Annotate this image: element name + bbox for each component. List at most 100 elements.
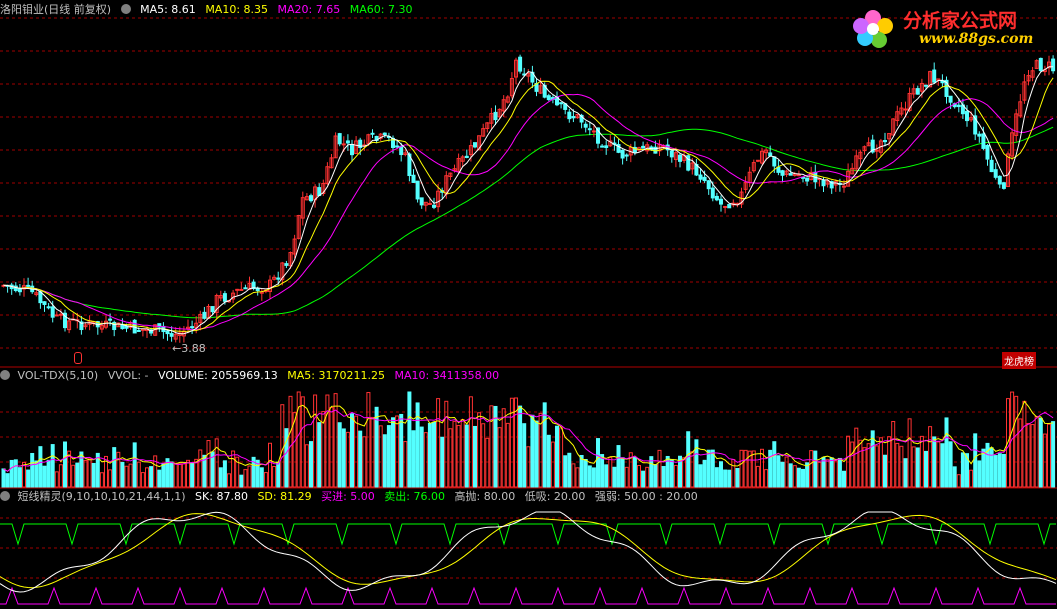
candle-body <box>190 326 195 329</box>
settings-icon[interactable] <box>0 370 10 380</box>
candle-body <box>366 134 371 144</box>
volume-bar <box>288 395 293 488</box>
buy-value: 买进: 5.00 <box>321 490 375 503</box>
volume-bar <box>13 459 18 488</box>
volume-bar <box>522 423 527 488</box>
candle-body <box>54 314 59 317</box>
volume-bar <box>194 458 199 488</box>
volume-bar <box>140 472 145 488</box>
volume-bar <box>956 474 961 488</box>
volume-bar <box>1034 415 1039 488</box>
volume-bar <box>218 467 223 488</box>
volume-bar <box>247 465 252 488</box>
candle-body <box>719 198 723 205</box>
volume-bar <box>924 450 928 488</box>
candle-body <box>559 102 564 105</box>
volume-bar <box>858 439 863 488</box>
volume-bar <box>575 467 580 488</box>
candle-body <box>784 170 789 175</box>
candle-body <box>706 180 711 190</box>
candle-body <box>948 95 953 103</box>
candle-body <box>1034 60 1039 69</box>
volume-bar <box>263 472 268 488</box>
candle-body <box>928 71 933 88</box>
volume-bar <box>1022 400 1027 488</box>
volume-bar <box>829 457 834 488</box>
volume-bar <box>255 459 260 488</box>
candle-body <box>698 174 703 180</box>
candle-body <box>309 195 313 202</box>
volume-bar <box>128 463 133 488</box>
candle-body <box>448 172 453 177</box>
volume-bar <box>883 454 887 488</box>
volume-bar <box>1010 391 1015 488</box>
volume-bar <box>243 469 248 488</box>
candle-body <box>796 174 801 177</box>
osc-title: 短线精灵(9,10,10,10,21,44,1,1) <box>17 490 186 503</box>
high-value: 高抛: 80.00 <box>454 490 516 503</box>
volume-bar <box>731 459 736 488</box>
candle-body <box>493 111 498 121</box>
candle-body <box>235 288 240 291</box>
volume-bar <box>473 425 477 488</box>
candle-body <box>63 312 67 329</box>
settings-icon[interactable] <box>0 491 10 501</box>
volume-bar <box>842 470 846 488</box>
ma60-line <box>3 126 1054 319</box>
volume-bar <box>427 422 432 488</box>
candle-body <box>514 59 518 78</box>
volume-bar <box>337 422 342 488</box>
volume-bar <box>1001 453 1006 488</box>
candle-body <box>284 263 289 266</box>
volume-bar <box>317 422 322 488</box>
candle-body <box>969 117 974 121</box>
dragon-tiger-badge[interactable]: 龙虎榜 <box>1002 352 1036 369</box>
candle-body <box>571 116 576 119</box>
volume-bar <box>136 461 141 488</box>
volume-bar <box>231 450 236 488</box>
volume-bar <box>165 458 170 488</box>
volume-bar <box>702 459 707 488</box>
volume-bar <box>1014 395 1019 488</box>
volume-bar <box>530 414 535 488</box>
volume-bar <box>276 461 281 488</box>
candle-body <box>460 156 465 162</box>
candle-body <box>358 139 363 148</box>
volume-bar <box>181 463 186 488</box>
volume-bar <box>620 457 625 488</box>
buy-series <box>0 586 1056 605</box>
site-logo: 分析家公式网 www.88gs.com <box>849 4 1049 52</box>
volume-bar <box>973 433 978 488</box>
volume-bar <box>350 413 354 488</box>
low-value: 低吸: 20.00 <box>524 490 586 503</box>
candle-body <box>251 281 256 289</box>
ma10-value: MA10: 8.35 <box>205 3 269 16</box>
volume-bar <box>747 450 752 488</box>
candle-body <box>981 133 986 149</box>
volume-bar <box>993 455 998 488</box>
candle-body <box>965 110 969 122</box>
candle-body <box>292 238 297 255</box>
volume-bar <box>108 469 113 488</box>
candle-body <box>243 287 248 290</box>
candle-body <box>989 159 994 173</box>
candle-body <box>915 88 920 95</box>
volume-bar <box>67 450 72 488</box>
volume-bar <box>948 441 953 488</box>
volume-bar <box>1051 421 1056 488</box>
candle-body <box>255 287 260 292</box>
candle-body <box>641 145 646 149</box>
volume-bar <box>805 462 810 488</box>
candle-body <box>268 279 272 293</box>
volume-bar <box>153 455 158 488</box>
candle-body <box>165 330 170 335</box>
volume-bar <box>214 438 219 488</box>
s-marker-icon <box>74 352 82 364</box>
volume-bar <box>444 400 449 488</box>
volume-bar <box>1042 433 1047 488</box>
settings-icon[interactable] <box>120 4 131 14</box>
candle-body <box>993 169 998 178</box>
candle-body <box>1051 58 1056 72</box>
candle-body <box>632 146 637 153</box>
